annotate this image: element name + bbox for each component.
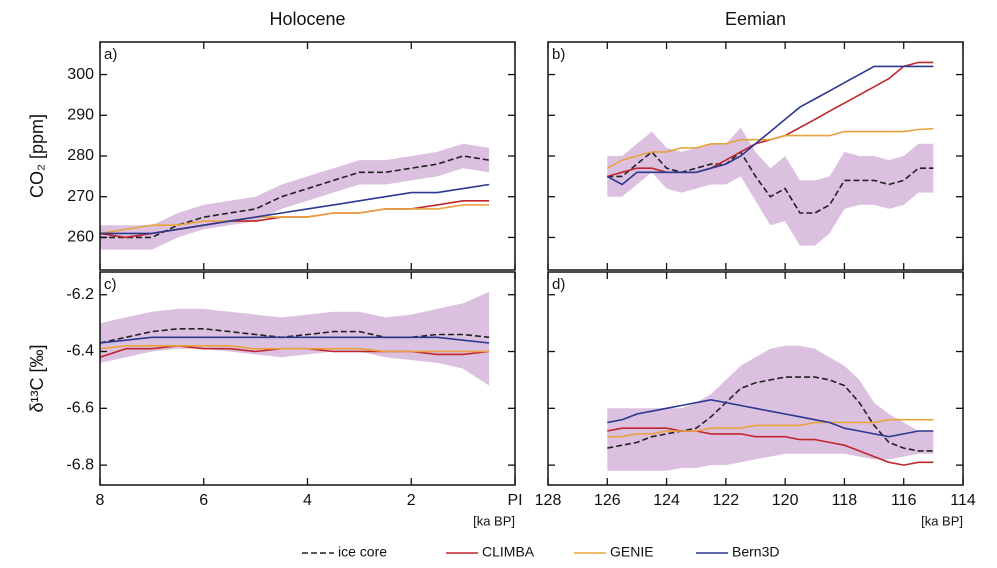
y-tick-label: -6.2 bbox=[66, 286, 94, 303]
y-tick-label: 290 bbox=[67, 107, 94, 124]
x-tick-label: 8 bbox=[96, 492, 105, 509]
column-title: Holocene bbox=[269, 9, 345, 29]
x-tick-label: 2 bbox=[407, 492, 416, 509]
plot-frame bbox=[547, 271, 964, 486]
uncertainty-band bbox=[607, 345, 934, 471]
plot-area bbox=[100, 143, 490, 250]
panel-label: c) bbox=[104, 276, 117, 293]
panel: 128 126 124 122 120 118 116 114 d) [ka BP] bbox=[535, 271, 976, 528]
panel-label: d) bbox=[552, 276, 565, 293]
x-tick-label: 4 bbox=[303, 492, 312, 509]
legend-label: GENIE bbox=[610, 544, 654, 560]
panel: 260 270 280 290 300 a) Holocene CO₂ [ppm] bbox=[27, 9, 516, 271]
x-axis-label: [ka BP] bbox=[473, 513, 515, 528]
series-line bbox=[606, 127, 934, 169]
y-tick-label: 280 bbox=[67, 147, 94, 164]
x-tick-label: PI bbox=[507, 492, 522, 509]
x-tick-label: 116 bbox=[891, 492, 917, 509]
series-line bbox=[607, 150, 934, 214]
y-axis-label: CO₂ [ppm] bbox=[27, 114, 47, 198]
panel: 8 6 4 2 PI -6.2 -6.4 -6.6 -6.8 c) δ¹³C [‰] [ka BP] bbox=[27, 271, 523, 528]
plot-area bbox=[607, 345, 934, 471]
legend-label: CLIMBA bbox=[482, 544, 535, 560]
y-tick-label: -6.8 bbox=[66, 456, 94, 473]
y-tick-label: 300 bbox=[67, 66, 94, 83]
series-line bbox=[100, 336, 490, 344]
x-tick-label: 128 bbox=[535, 492, 562, 509]
panel-label: a) bbox=[104, 46, 117, 63]
series-line bbox=[607, 398, 934, 438]
series-line bbox=[607, 418, 934, 438]
x-axis-label: [ka BP] bbox=[921, 513, 963, 528]
y-tick-label: 270 bbox=[67, 188, 94, 205]
x-tick-label: 114 bbox=[950, 492, 976, 509]
y-tick-label: -6.4 bbox=[66, 343, 94, 360]
uncertainty-band bbox=[100, 143, 490, 250]
legend-label: Bern3D bbox=[732, 544, 779, 560]
panel-label: b) bbox=[552, 46, 565, 63]
panel: b) Eemian bbox=[547, 9, 964, 271]
y-tick-label: 260 bbox=[67, 229, 94, 246]
series-line bbox=[100, 328, 490, 344]
plot-area bbox=[100, 291, 490, 386]
x-tick-label: 122 bbox=[713, 492, 740, 509]
series-line bbox=[607, 427, 934, 466]
x-tick-label: 6 bbox=[199, 492, 208, 509]
uncertainty-band bbox=[607, 127, 934, 246]
series-line bbox=[100, 183, 490, 235]
series-line bbox=[607, 376, 934, 452]
x-tick-label: 126 bbox=[594, 492, 621, 509]
series-line bbox=[100, 204, 490, 235]
x-tick-label: 120 bbox=[772, 492, 799, 509]
column-title: Eemian bbox=[725, 9, 786, 29]
legend-label: ice core bbox=[338, 544, 387, 560]
series-line bbox=[606, 65, 934, 186]
y-tick-label: -6.6 bbox=[66, 400, 94, 417]
plot-area bbox=[606, 61, 934, 246]
uncertainty-band bbox=[100, 291, 490, 386]
y-axis-label: δ¹³C [‰] bbox=[27, 344, 47, 412]
series-line bbox=[100, 345, 490, 353]
x-tick-label: 124 bbox=[653, 492, 680, 509]
x-tick-label: 118 bbox=[832, 492, 858, 509]
legend: ice core CLIMBA GENIE Bern3D bbox=[302, 544, 779, 560]
plot-frame bbox=[99, 271, 516, 486]
